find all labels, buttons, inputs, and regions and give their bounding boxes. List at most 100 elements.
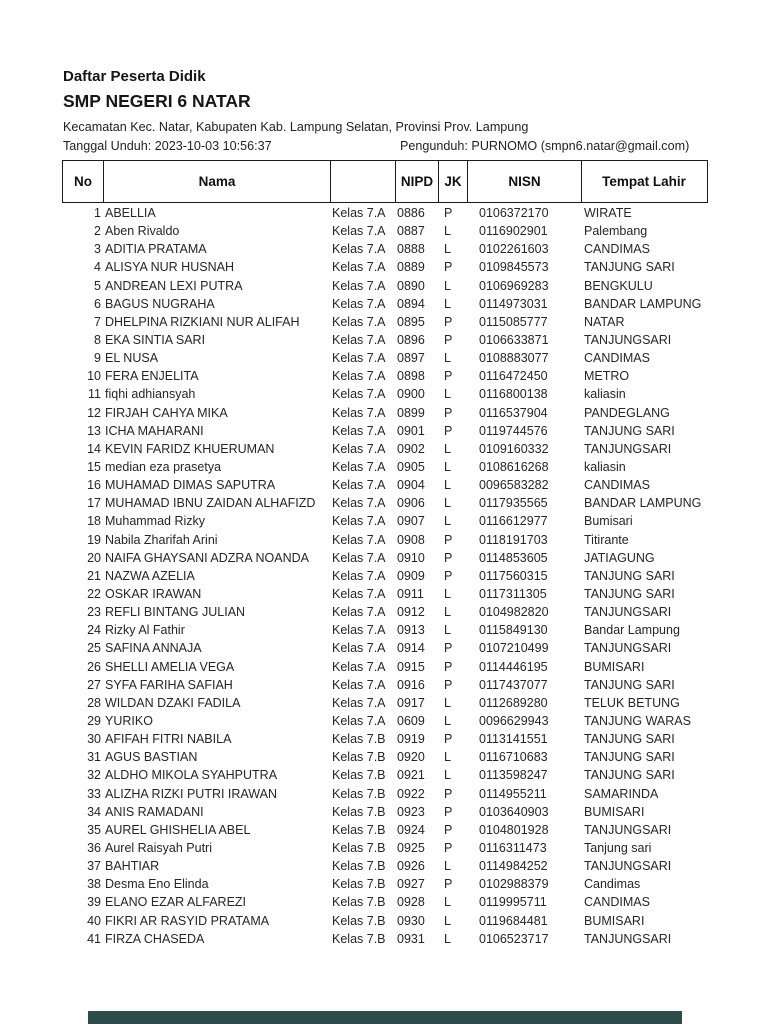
cell-nama: ABELLIA xyxy=(105,206,156,221)
cell-nama: BAGUS NUGRAHA xyxy=(105,296,215,311)
cell-kelas: Kelas 7.A xyxy=(332,714,386,728)
cell-nipd: 0927 xyxy=(397,877,425,892)
cell-nipd: 0894 xyxy=(397,296,425,311)
cell-nama: SHELLI AMELIA VEGA xyxy=(105,659,235,674)
cell-nama: AUREL GHISHELIA ABEL xyxy=(105,822,251,837)
cell-nama: MUHAMAD IBNU ZAIDAN ALHAFIZD xyxy=(105,496,316,511)
cell-tempat-lahir: CANDIMAS xyxy=(584,351,650,366)
cell-jk: L xyxy=(444,387,451,402)
cell-nipd: 0928 xyxy=(397,895,425,910)
cell-tempat-lahir: NATAR xyxy=(584,314,625,329)
cell-kelas: Kelas 7.B xyxy=(332,768,386,783)
cell-tempat-lahir: TANJUNGSARI xyxy=(584,333,672,348)
cell-tempat-lahir: TANJUNGSARI xyxy=(584,605,672,620)
table-row: 40 FIKRI AR RASYID PRATAMA Kelas 7.B 093… xyxy=(63,911,706,929)
cell-nama: Muhammad Rizky xyxy=(105,514,206,529)
table-row: 7 DHELPINA RIZKIANI NUR ALIFAH Kelas 7.A… xyxy=(63,313,706,331)
cell-nisn: 0119995711 xyxy=(479,895,547,910)
cell-no: 27 xyxy=(87,677,101,692)
table-row: 28 WILDAN DZAKI FADILA Kelas 7.A 0917 L … xyxy=(63,694,706,712)
cell-nisn: 0115849130 xyxy=(479,623,548,638)
cell-no: 22 xyxy=(87,587,101,602)
cell-nama: FIRZA CHASEDA xyxy=(105,931,205,946)
cell-no: 36 xyxy=(87,840,101,855)
cell-nipd: 0897 xyxy=(397,351,425,366)
cell-tempat-lahir: SAMARINDA xyxy=(584,786,659,801)
cell-kelas: Kelas 7.B xyxy=(332,804,386,819)
cell-no: 18 xyxy=(87,514,101,529)
table-row: 27 SYFA FARIHA SAFIAH Kelas 7.A 0916 P 0… xyxy=(63,676,706,694)
cell-nipd: 0926 xyxy=(397,859,425,874)
cell-no: 4 xyxy=(94,260,101,275)
cell-nisn: 0106372170 xyxy=(479,206,549,221)
cell-nipd: 0925 xyxy=(397,840,425,855)
cell-kelas: Kelas 7.A xyxy=(332,695,386,710)
cell-no: 28 xyxy=(87,695,101,710)
cell-nisn: 0114853605 xyxy=(479,550,548,565)
cell-jk: L xyxy=(444,714,451,728)
cell-nipd: 0887 xyxy=(397,224,425,239)
cell-jk: L xyxy=(444,460,451,475)
cell-nisn: 0117311305 xyxy=(479,587,547,602)
cell-tempat-lahir: Titirante xyxy=(584,532,629,547)
cell-kelas: Kelas 7.A xyxy=(332,550,386,565)
cell-nipd: 0916 xyxy=(397,677,425,692)
table-row: 11 fiqhi adhiansyah Kelas 7.A 0900 L 011… xyxy=(63,385,706,403)
cell-nisn: 0116800138 xyxy=(479,387,548,402)
cell-nipd: 0923 xyxy=(397,804,425,819)
table-row: 9 EL NUSA Kelas 7.A 0897 L 0108883077 CA… xyxy=(63,349,706,367)
cell-kelas: Kelas 7.A xyxy=(332,314,386,329)
cell-jk: L xyxy=(444,242,451,257)
table-row: 30 AFIFAH FITRI NABILA Kelas 7.B 0919 P … xyxy=(63,730,706,748)
cell-jk: P xyxy=(444,532,453,547)
cell-kelas: Kelas 7.A xyxy=(332,351,386,366)
cell-jk: P xyxy=(444,877,453,892)
cell-nipd: 0901 xyxy=(397,423,425,438)
cell-jk: P xyxy=(444,369,453,384)
cell-no: 40 xyxy=(87,913,101,928)
cell-nipd: 0902 xyxy=(397,441,425,456)
cell-nipd: 0915 xyxy=(397,659,425,674)
next-page-edge-bar xyxy=(88,1011,682,1024)
table-row: 8 EKA SINTIA SARI Kelas 7.A 0896 P 01066… xyxy=(63,331,706,349)
cell-nipd: 0888 xyxy=(397,242,425,257)
table-row: 34 ANIS RAMADANI Kelas 7.B 0923 P 010364… xyxy=(63,803,706,821)
cell-tempat-lahir: kaliasin xyxy=(584,387,626,402)
cell-nisn: 0117560315 xyxy=(479,568,548,583)
cell-nama: DHELPINA RIZKIANI NUR ALIFAH xyxy=(105,314,300,329)
table-row: 12 FIRJAH CAHYA MIKA Kelas 7.A 0899 P 01… xyxy=(63,404,706,422)
cell-jk: P xyxy=(444,568,453,583)
cell-kelas: Kelas 7.B xyxy=(332,931,386,946)
cell-nisn: 0112689280 xyxy=(479,695,548,710)
cell-no: 31 xyxy=(87,750,101,765)
cell-nipd: 0910 xyxy=(397,550,425,565)
cell-tempat-lahir: TANJUNG SARI xyxy=(584,260,675,275)
cell-tempat-lahir: TANJUNG SARI xyxy=(584,750,675,765)
cell-kelas: Kelas 7.A xyxy=(332,206,386,221)
cell-kelas: Kelas 7.B xyxy=(332,822,386,837)
cell-no: 20 xyxy=(87,550,101,565)
cell-jk: P xyxy=(444,206,453,221)
cell-nisn: 0116537904 xyxy=(479,405,548,420)
cell-no: 17 xyxy=(87,496,101,511)
cell-nisn: 0118191703 xyxy=(479,532,548,547)
cell-nama: FIRJAH CAHYA MIKA xyxy=(105,405,228,420)
cell-nama: ANDREAN LEXI PUTRA xyxy=(105,278,243,293)
cell-nisn: 0102988379 xyxy=(479,877,549,892)
cell-nisn: 0114984252 xyxy=(479,859,548,874)
cell-nama: median eza prasetya xyxy=(105,460,222,475)
cell-no: 41 xyxy=(87,931,101,946)
cell-nama: ELANO EZAR ALFAREZI xyxy=(105,895,247,910)
cell-no: 30 xyxy=(87,732,101,747)
cell-nisn: 0119684481 xyxy=(479,913,548,928)
cell-nisn: 0114973031 xyxy=(479,296,548,311)
cell-nipd: 0914 xyxy=(397,641,425,656)
table-row: 39 ELANO EZAR ALFAREZI Kelas 7.B 0928 L … xyxy=(63,893,706,911)
cell-jk: P xyxy=(444,786,453,801)
table-row: 32 ALDHO MIKOLA SYAHPUTRA Kelas 7.B 0921… xyxy=(63,766,706,784)
table-row: 20 NAIFA GHAYSANI ADZRA NOANDA Kelas 7.A… xyxy=(63,549,706,567)
cell-kelas: Kelas 7.A xyxy=(332,605,386,620)
cell-nama: Desma Eno Elinda xyxy=(105,877,209,892)
cell-kelas: Kelas 7.A xyxy=(332,460,386,475)
cell-nipd: 0900 xyxy=(397,387,425,402)
